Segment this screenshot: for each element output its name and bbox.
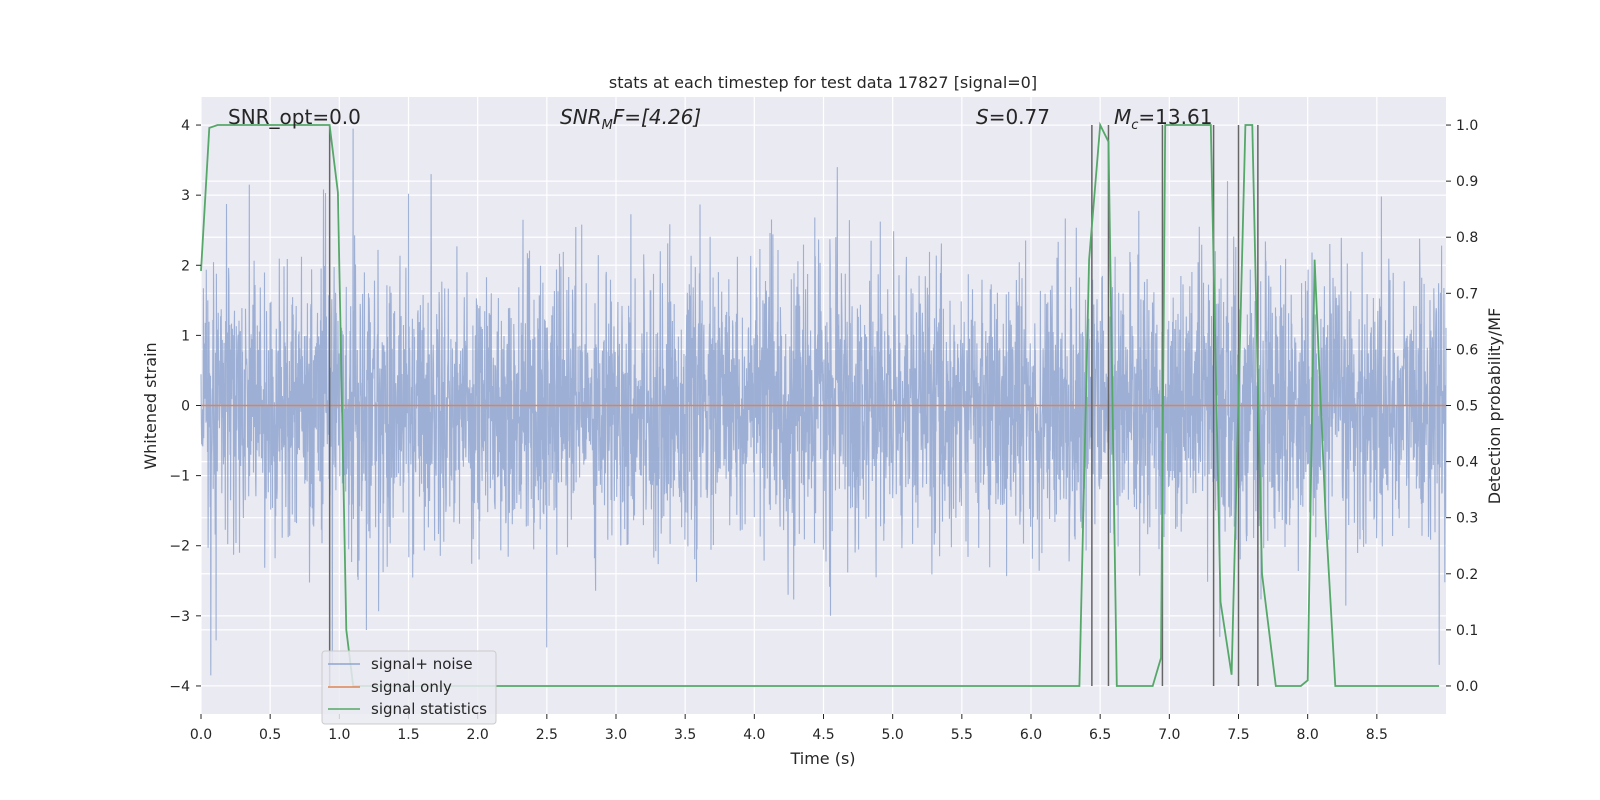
x-tick-label-7: 3.5: [674, 727, 696, 743]
annotation-mc-main: M: [1114, 105, 1131, 129]
x-tick-label-10: 5.0: [882, 727, 904, 743]
y-tick-label-1: −3: [169, 609, 190, 625]
legend-label-signal-noise: signal+ noise: [371, 655, 473, 673]
y-tick-label-2: −2: [169, 539, 190, 555]
tick-layer: 0.0 0.5 1.0 1.5 2.0 2.5 3.0 3.5 4.0 4.5 5.0 5.5 6.0 6…: [169, 118, 1478, 743]
y2-tick-label-10: 1.0: [1456, 118, 1478, 134]
y2-tick-label-3: 0.3: [1456, 511, 1478, 527]
signal-statistics-series: [200, 121, 1440, 687]
annotation-mc-rest: =13.61: [1138, 105, 1212, 129]
annotation-snr-mf-rest: F=[4.26]: [613, 105, 701, 129]
annotation-mc-sub: c: [1131, 118, 1138, 133]
y2-tick-label-0: 0.0: [1456, 679, 1478, 695]
x-tick-label-17: 8.5: [1366, 727, 1388, 743]
x-tick-label-4: 2.0: [467, 727, 489, 743]
x-tick-label-13: 6.5: [1089, 727, 1111, 743]
x-tick-label-16: 8.0: [1297, 727, 1319, 743]
y-tick-label-7: 3: [181, 188, 190, 204]
x-tick-label-15: 7.5: [1227, 727, 1249, 743]
chart-title: stats at each timestep for test data 178…: [609, 73, 1037, 92]
y2-tick-label-6: 0.6: [1456, 342, 1478, 358]
legend-label-signal-only: signal only: [371, 678, 452, 696]
annotation-s-main: S: [976, 105, 989, 129]
annotation-snr-mf-sub: M: [602, 118, 613, 133]
y-tick-label-8: 4: [181, 118, 190, 134]
annotation-s: S=0.77: [976, 105, 1050, 129]
y2-tick-label-5: 0.5: [1456, 399, 1478, 415]
y2-tick-label-2: 0.2: [1456, 567, 1478, 583]
x-tick-label-9: 4.5: [812, 727, 834, 743]
x-tick-label-14: 7.0: [1158, 727, 1180, 743]
legend-box: [321, 650, 497, 725]
y2-tick-label-9: 0.9: [1456, 174, 1478, 190]
y-tick-label-4: 0: [181, 399, 190, 415]
signal-statistics-line: [200, 121, 1440, 687]
x-tick-label-8: 4.0: [743, 727, 765, 743]
x-axis-label: Time (s): [789, 749, 855, 768]
y2-tick-label-7: 0.7: [1456, 286, 1478, 302]
annotation-snr-opt: SNR_opt=0.0: [228, 105, 361, 129]
x-tick-label-0: 0.0: [190, 727, 212, 743]
y-tick-label-6: 2: [181, 258, 190, 274]
x-tick-label-6: 3.0: [605, 727, 627, 743]
y-tick-label-3: −1: [169, 469, 190, 485]
y2-tick-label-4: 0.4: [1456, 455, 1478, 471]
y-tick-label-0: −4: [169, 679, 190, 695]
x-tick-label-5: 2.5: [536, 727, 558, 743]
x-tick-label-3: 1.5: [397, 727, 419, 743]
x-tick-label-12: 6.0: [1020, 727, 1042, 743]
y2-tick-label-8: 0.8: [1456, 230, 1478, 246]
annotation-mc: Mc=13.61: [1114, 105, 1212, 133]
annotation-s-rest: =0.77: [989, 105, 1050, 129]
x-tick-label-2: 1.0: [328, 727, 350, 743]
x-tick-label-11: 5.5: [951, 727, 973, 743]
y-axis-label: Whitened strain: [141, 342, 160, 469]
y-tick-label-5: 1: [181, 328, 190, 344]
y2-tick-label-1: 0.1: [1456, 623, 1478, 639]
legend-label-signal-statistics: signal statistics: [371, 700, 487, 718]
y2-axis-label: Detection probability/MF: [1485, 308, 1504, 505]
legend: signal+ noise signal only signal statist…: [321, 650, 497, 725]
annotation-snr-mf: SNRMF=[4.26]: [560, 105, 701, 133]
x-tick-label-1: 0.5: [259, 727, 281, 743]
annotation-snr-mf-main: SNR: [560, 105, 602, 129]
